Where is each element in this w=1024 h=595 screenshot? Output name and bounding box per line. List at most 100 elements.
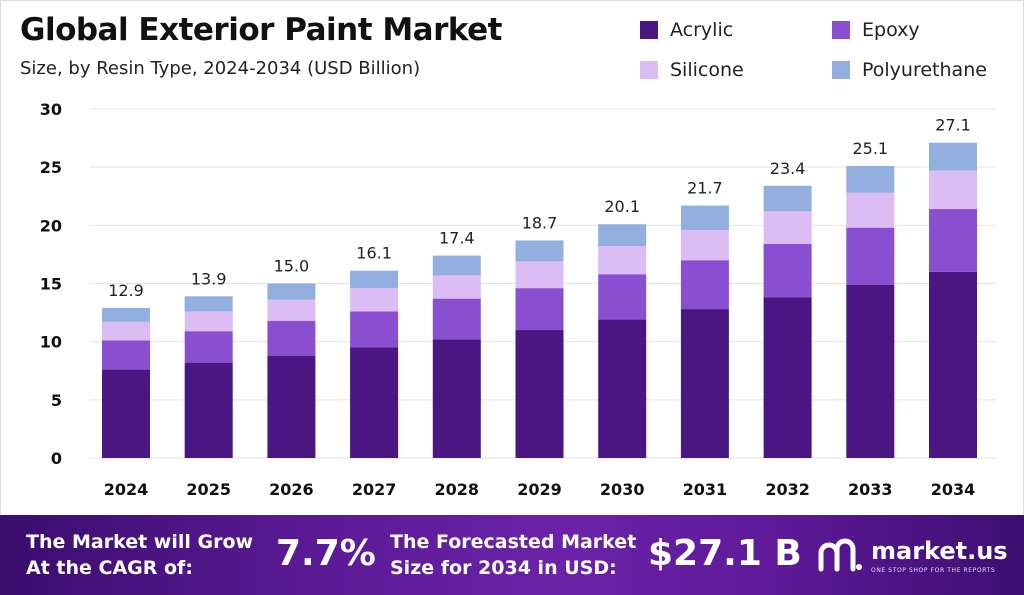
y-axis-ticks: 0 5 10 15 20 25 30	[40, 100, 62, 468]
bar-segment-silicone	[432, 275, 481, 299]
x-tick-label: 2030	[600, 480, 645, 499]
bar-segment-epoxy	[350, 311, 399, 348]
legend-item-epoxy: Epoxy	[832, 16, 920, 44]
bar-segment-silicone	[350, 288, 399, 312]
bar-segment-polyurethane	[680, 205, 729, 230]
bar-segment-polyurethane	[350, 270, 399, 289]
x-tick-label: 2033	[848, 480, 893, 499]
y-tick-label: 5	[51, 391, 62, 410]
bar-segment-acrylic	[929, 271, 977, 458]
bar-segment-epoxy	[102, 340, 150, 370]
y-tick-label: 20	[40, 216, 62, 235]
y-tick-label: 0	[51, 449, 62, 468]
bar-segment-epoxy	[763, 243, 812, 298]
bar-segment-acrylic	[680, 309, 729, 458]
bar-segment-polyurethane	[846, 166, 895, 193]
legend-label-polyurethane: Polyurethane	[862, 59, 987, 81]
gridlines	[90, 108, 996, 459]
total-label: 20.1	[604, 197, 640, 216]
legend-label-silicone: Silicone	[670, 59, 744, 81]
brand-name: market.us	[871, 537, 1008, 565]
bar-segment-polyurethane	[184, 296, 233, 312]
bar-segment-acrylic	[598, 319, 647, 458]
chart-title: Global Exterior Paint Market	[20, 12, 503, 48]
y-tick-label: 10	[40, 333, 62, 352]
x-tick-label: 2027	[352, 480, 397, 499]
bar-segment-acrylic	[515, 330, 564, 458]
cagr-value: 7.7%	[276, 533, 376, 574]
x-axis-ticks: 2024 2025 2026 2027 2028 2029 2030 2031 2032 2033…	[104, 480, 976, 499]
cagr-label: The Market will Grow At the CAGR of:	[26, 529, 253, 581]
cagr-label-line1: The Market will Grow	[26, 531, 254, 553]
total-label: 13.9	[191, 269, 227, 288]
bar-segment-acrylic	[432, 339, 481, 458]
forecast-label: The Forecasted Market Size for 2034 in U…	[390, 529, 636, 581]
bar-segment-acrylic	[763, 297, 812, 458]
legend-swatch-epoxy	[832, 21, 850, 39]
legend-swatch-polyurethane	[832, 61, 850, 79]
total-label: 17.4	[439, 229, 475, 248]
x-tick-label: 2024	[104, 480, 149, 499]
x-tick-label: 2031	[683, 480, 728, 499]
bar-segment-epoxy	[929, 209, 977, 272]
cagr-label-line2: At the CAGR of:	[26, 557, 193, 579]
bar-segment-epoxy	[846, 227, 895, 285]
bar-segment-silicone	[598, 246, 647, 275]
bar-segment-silicone	[763, 211, 812, 244]
bar-segment-epoxy	[680, 260, 729, 310]
bar-segment-silicone	[846, 192, 895, 228]
total-label: 18.7	[522, 213, 558, 232]
bar-segment-polyurethane	[102, 307, 150, 322]
bar-segment-silicone	[267, 299, 316, 321]
bar-segment-silicone	[515, 261, 564, 289]
x-tick-label: 2034	[931, 480, 976, 499]
bar-segment-acrylic	[350, 347, 399, 458]
total-label: 16.1	[356, 244, 392, 263]
bar-segment-polyurethane	[929, 142, 977, 171]
x-tick-label: 2026	[269, 480, 314, 499]
bar-segment-polyurethane	[515, 240, 564, 262]
bar-segment-polyurethane	[267, 283, 316, 300]
bar-segment-polyurethane	[763, 185, 812, 212]
forecast-label-line2: Size for 2034 in USD:	[390, 557, 617, 579]
x-tick-label: 2029	[517, 480, 562, 499]
total-label: 23.4	[770, 159, 806, 178]
x-tick-label: 2025	[186, 480, 231, 499]
bar-segment-silicone	[184, 311, 233, 332]
bars	[102, 142, 977, 458]
total-labels: 12.9 13.9 15.0 16.1 17.4 18.7 20.1 21.7 23.4 25.1…	[108, 116, 971, 300]
chart-legend: Acrylic Epoxy Silicone Polyurethane	[640, 16, 1010, 96]
bar-segment-epoxy	[515, 288, 564, 331]
brand-mark-icon	[818, 538, 862, 572]
bar-segment-acrylic	[102, 369, 150, 458]
bar-segment-acrylic	[267, 355, 316, 458]
brand-tagline: ONE STOP SHOP FOR THE REPORTS	[871, 567, 996, 574]
legend-label-epoxy: Epoxy	[862, 19, 920, 41]
legend-item-silicone: Silicone	[640, 56, 744, 84]
forecast-label-line1: The Forecasted Market	[390, 531, 637, 553]
bar-segment-epoxy	[267, 320, 316, 356]
legend-swatch-silicone	[640, 61, 658, 79]
legend-item-acrylic: Acrylic	[640, 16, 733, 44]
bar-segment-acrylic	[184, 362, 233, 458]
y-tick-label: 25	[40, 158, 62, 177]
bar-segment-silicone	[680, 229, 729, 261]
bar-segment-acrylic	[846, 284, 895, 458]
total-label: 27.1	[935, 116, 971, 135]
total-label: 25.1	[852, 139, 888, 158]
total-label: 21.7	[687, 179, 723, 198]
bar-segment-epoxy	[598, 274, 647, 320]
x-tick-label: 2032	[765, 480, 810, 499]
legend-label-acrylic: Acrylic	[670, 19, 734, 41]
forecast-value: $27.1 B	[648, 533, 802, 574]
bar-segment-polyurethane	[432, 255, 481, 276]
chart-subtitle: Size, by Resin Type, 2024-2034 (USD Bill…	[20, 58, 421, 79]
bar-segment-silicone	[102, 321, 150, 341]
bar-segment-epoxy	[432, 298, 481, 340]
footer-banner: The Market will Grow At the CAGR of: 7.7…	[0, 515, 1024, 595]
brand-logo: market.us ONE STOP SHOP FOR THE REPORTS	[815, 535, 1015, 579]
legend-swatch-acrylic	[640, 21, 658, 39]
bar-segment-polyurethane	[598, 224, 647, 247]
bar-segment-silicone	[929, 170, 977, 210]
